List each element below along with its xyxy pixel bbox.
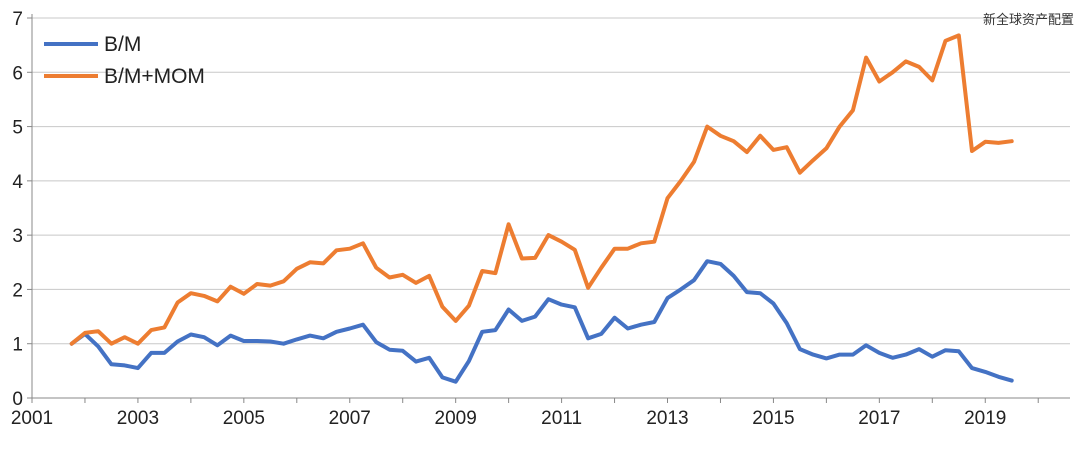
y-tick-label-4: 4 (12, 172, 23, 193)
legend-label-bm-mom: B/M+MOM (104, 65, 205, 88)
x-tick-label-2003: 2003 (117, 408, 159, 429)
y-tick-label-5: 5 (12, 118, 23, 139)
y-tick-label-6: 6 (12, 63, 23, 84)
series-line-bm (69, 259, 1014, 384)
y-tick-label-1: 1 (12, 335, 23, 356)
x-tick-label-2011: 2011 (541, 408, 582, 429)
axes: 0 1 2 3 4 5 6 7 2001 2003 2005 2007 2009 2011 2013 2015… (11, 9, 1070, 429)
x-tick-label-2005: 2005 (223, 408, 265, 429)
x-tick-label-2017: 2017 (858, 408, 900, 429)
y-tick-label-2: 2 (12, 280, 23, 301)
x-tick-label-2013: 2013 (646, 408, 688, 429)
x-tick-label-2015: 2015 (752, 408, 794, 429)
series-line-bm-mom (69, 33, 1014, 346)
legend: B/M B/M+MOM (44, 33, 205, 88)
x-tick-label-2019: 2019 (964, 408, 1006, 429)
x-tick-label-2007: 2007 (329, 408, 371, 429)
x-tick-label-2009: 2009 (435, 408, 477, 429)
watermark-text: 新全球资产配置 (983, 12, 1074, 28)
y-tick-label-0: 0 (12, 389, 23, 410)
y-tick-label-3: 3 (12, 226, 23, 247)
series-lines (69, 33, 1014, 384)
x-tick-label-2001: 2001 (11, 408, 53, 429)
y-tick-label-7: 7 (12, 9, 23, 30)
legend-label-bm: B/M (104, 33, 141, 56)
